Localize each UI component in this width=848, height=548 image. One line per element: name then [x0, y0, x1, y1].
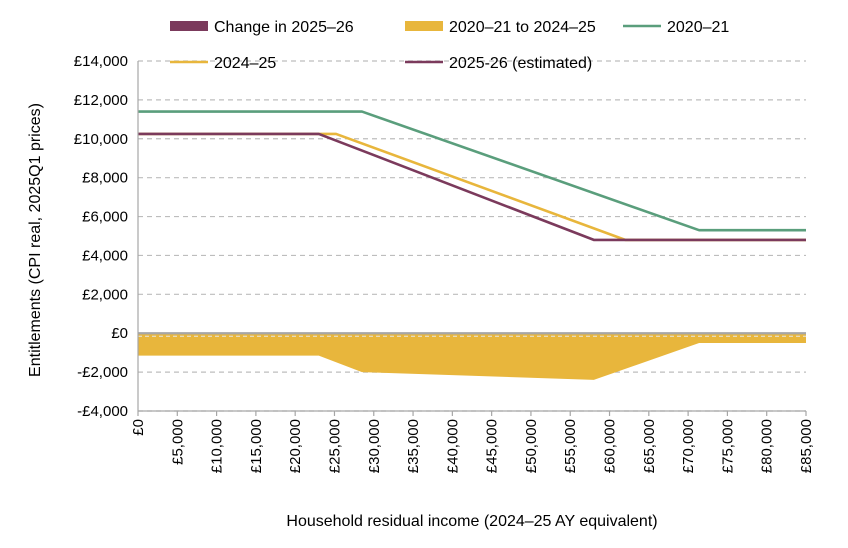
y-tick-label: £8,000 [82, 170, 128, 187]
y-tick-label: -£2,000 [77, 364, 128, 381]
x-tick-label: £0 [130, 419, 147, 436]
legend: Change in 2025–26 2020–21 to 2024–25 2020–… [170, 19, 729, 72]
y-tick-label: £12,000 [74, 92, 128, 109]
x-tick-label: £85,000 [798, 419, 815, 473]
area-2020-21-to-2024-25 [138, 333, 806, 380]
legend-label-2020-21-to-2024-25: 2020–21 to 2024–25 [449, 19, 596, 36]
y-tick-label: £4,000 [82, 247, 128, 264]
y-tick-label: £14,000 [74, 53, 128, 70]
x-tick-label: £40,000 [444, 419, 461, 473]
x-axis-title: Household residual income (2024–25 AY eq… [286, 513, 657, 530]
axes: £14,000 £12,000 £10,000 £8,000 £6,000 £4,000 £… [74, 53, 815, 473]
legend-label-change-in-2025-26: Change in 2025–26 [214, 19, 354, 36]
x-tick-label: £50,000 [523, 419, 540, 473]
legend-label-2024-25: 2024–25 [214, 55, 276, 72]
y-tick-label: £2,000 [82, 286, 128, 303]
x-tick-label: £65,000 [641, 419, 658, 473]
x-tick-label: £35,000 [405, 419, 422, 473]
legend-label-2025-26-estimated-: 2025-26 (estimated) [449, 55, 592, 72]
legend-label-2020-21: 2020–21 [667, 19, 729, 36]
legend-swatch-2020-21-to-2024-25 [405, 21, 443, 31]
x-tick-label: £70,000 [680, 419, 697, 473]
x-tick-label: £60,000 [602, 419, 619, 473]
x-tick-label: £5,000 [169, 419, 186, 465]
line-series [138, 110, 806, 242]
x-tick-label: £75,000 [719, 419, 736, 473]
y-axis-title: Entitlements (CPI real, 2025Q1 prices) [27, 103, 44, 377]
y-tick-label: £0 [111, 325, 128, 342]
x-tick-label: £15,000 [248, 419, 265, 473]
x-tick-label: £80,000 [759, 419, 776, 473]
y-tick-label: -£4,000 [77, 403, 128, 420]
line-2020-21 [138, 110, 806, 232]
legend-swatch-change-in-2025-26 [170, 21, 208, 31]
y-tick-label: £10,000 [74, 131, 128, 148]
line-2025-26-estimated- [138, 132, 806, 242]
x-tick-label: £10,000 [209, 419, 226, 473]
x-tick-label: £55,000 [562, 419, 579, 473]
area-series [138, 333, 806, 380]
x-tick-label: £20,000 [287, 419, 304, 473]
x-tick-label: £45,000 [484, 419, 501, 473]
y-tick-label: £6,000 [82, 209, 128, 226]
x-tick-label: £30,000 [366, 419, 383, 473]
x-tick-label: £25,000 [326, 419, 343, 473]
